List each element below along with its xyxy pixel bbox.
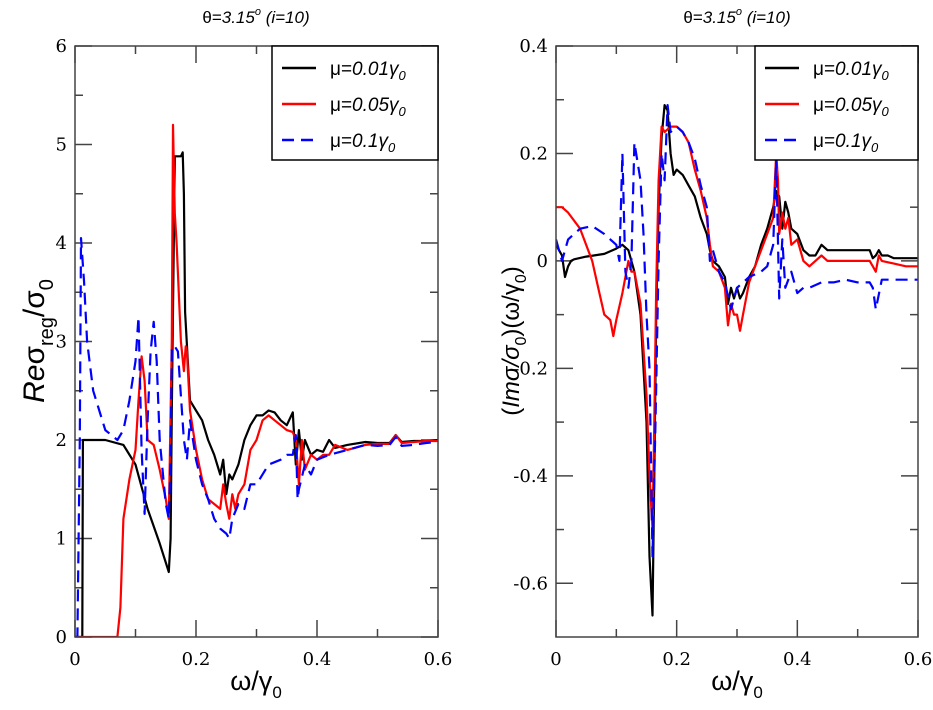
legend-mu: μ= [813,95,835,116]
y-tick-label: 0 [56,627,67,648]
title-value: 3.15 [703,8,737,27]
y-tick-label: 0.4 [519,36,548,57]
legend-mu: μ= [813,131,835,152]
ylabel-mid: )(ω/γ [498,283,525,336]
series-line-2 [75,123,438,637]
legend-label: μ=0.05γ0 [330,95,407,119]
y-tick-label: 6 [56,36,67,57]
series-line-1 [75,151,438,637]
legend-value: 0.01γ [835,59,883,80]
legend-value: 0.05γ [352,95,400,116]
legend-subscript: 0 [399,104,407,119]
title-index: (i=10) [261,8,310,27]
ylabel-sub-reg: reg [36,317,58,346]
right-x-axis-label: ω/γ0 [711,666,763,702]
ylabel-sub-1: 0 [513,336,530,345]
x-tick-label: 0.4 [303,649,332,670]
series-line-2 [556,125,918,531]
legend-label: μ=0.1γ0 [813,131,879,155]
left-plot-frame [74,45,439,638]
legend-label: μ=0.01γ0 [330,59,407,83]
y-tick-label: 2 [56,430,67,451]
left-y-axis-label: Reσreg/σ0 [18,279,58,403]
legend-label: μ=0.1γ0 [330,131,396,155]
series-line-3 [75,237,438,637]
left-chart-title: θ=3.15o (i=10) [202,6,309,27]
x-tick-label: 0.4 [783,649,812,670]
ylabel-im: Imσ/σ [498,344,525,408]
left-tick-labels: 0 0.2 0.4 0.6 0 1 2 3 4 5 6 [56,36,453,670]
x-tick-label: 0 [550,649,561,670]
x-tick-label: 0.6 [424,649,453,670]
xlabel-main: ω/γ [230,666,273,696]
x-tick-label: 0.2 [662,649,691,670]
legend-label: μ=0.01γ0 [813,59,890,83]
y-tick-label: 4 [56,233,67,254]
y-tick-label: -0.6 [513,573,548,594]
legend-label: μ=0.05γ0 [813,95,890,119]
y-tick-label: 0 [537,251,548,272]
legend-mu: μ= [330,95,352,116]
legend-value: 0.01γ [352,59,400,80]
ylabel-sub-2: 0 [513,274,530,283]
legend-mu: μ= [330,59,352,80]
ylabel-slash-sigma: /σ [18,290,51,317]
ylabel-open: ( [498,408,525,416]
title-degree: o [255,6,261,18]
legend-value: 0.1γ [835,131,872,152]
x-tick-label: 0.2 [182,649,211,670]
title-degree: o [736,6,742,18]
right-y-axis-label: (Imσ/σ0)(ω/γ0) [498,266,530,415]
ylabel-sub-0: 0 [36,279,58,290]
legend-value: 0.05γ [835,95,883,116]
ylabel-close: ) [498,266,525,274]
legend-subscript: 0 [882,104,890,119]
title-theta: θ= [683,8,702,27]
x-tick-label: 0.6 [904,649,933,670]
x-tick-label: 0 [69,649,80,670]
xlabel-sub: 0 [272,683,281,702]
right-plot-frame [555,45,919,638]
xlabel-main: ω/γ [711,666,754,696]
right-chart-title: θ=3.15o (i=10) [683,6,790,27]
legend-subscript: 0 [399,68,407,83]
legend-subscript: 0 [388,140,396,155]
legend-subscript: 0 [871,140,879,155]
title-value: 3.15 [222,8,256,27]
y-tick-label: 0.2 [519,143,548,164]
ylabel-re: Re [18,365,51,403]
y-tick-label: -0.2 [513,358,548,379]
left-series-lines [75,123,438,637]
series-line-1 [556,103,918,617]
y-tick-label: 5 [56,135,67,156]
right-chart: θ=3.15o (i=10) 0 0.2 0.4 0.6-0.6-0.4-0.200.… [498,6,932,702]
series-line-3 [556,103,918,558]
y-tick-label: 3 [56,332,67,353]
left-x-axis-label: ω/γ0 [230,666,282,702]
legend-value: 0.1γ [352,131,389,152]
legend-mu: μ= [330,131,352,152]
right-series-lines [556,103,918,617]
y-tick-label: -0.4 [513,466,548,487]
xlabel-sub: 0 [753,683,762,702]
title-index: (i=10) [742,8,791,27]
legend-mu: μ= [813,59,835,80]
right-tick-labels: 0 0.2 0.4 0.6 -0.6 -0.4 -0.2 0 0.2 0.4 [513,36,932,670]
title-theta: θ= [202,8,221,27]
legend-subscript: 0 [882,68,890,83]
ylabel-sigma: σ [18,346,51,365]
y-tick-label: 1 [56,529,67,550]
